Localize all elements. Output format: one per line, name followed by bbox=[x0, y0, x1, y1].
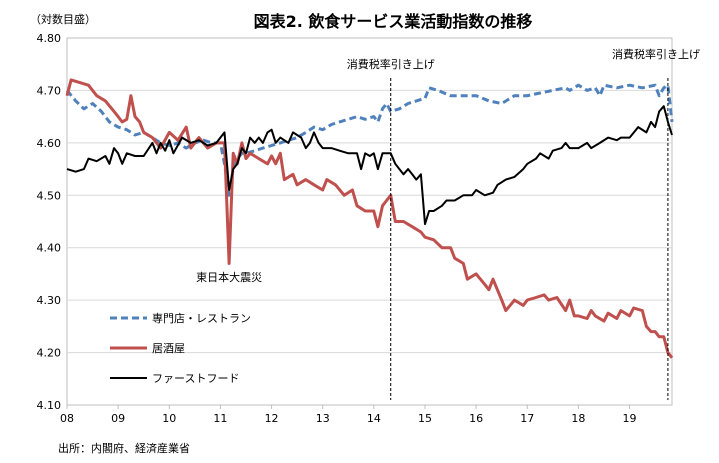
legend-label-ファーストフード: ファーストフード bbox=[152, 372, 239, 385]
x-tick-label: 09 bbox=[111, 412, 125, 425]
x-tick-label: 13 bbox=[316, 412, 330, 425]
y-axis-ticks: 4.10 4.20 4.30 4.40 4.50 4.60 4.70 4.80 bbox=[37, 32, 62, 412]
x-tick-label: 14 bbox=[367, 412, 381, 425]
x-tick-label: 08 bbox=[60, 412, 74, 425]
source-note: 出所：内閣府、経済産業省 bbox=[58, 441, 190, 455]
x-tick-label: 15 bbox=[418, 412, 432, 425]
series-line-専門店・レストラン bbox=[65, 83, 674, 197]
x-tick-label: 17 bbox=[520, 412, 534, 425]
legend-label-居酒屋: 居酒屋 bbox=[152, 342, 185, 355]
legend: 専門店・レストラン 居酒屋 ファーストフード bbox=[110, 311, 251, 385]
x-tick-label: 16 bbox=[469, 412, 483, 425]
x-tick-label: 11 bbox=[213, 412, 227, 425]
earthquake-label: 東日本大震災 bbox=[196, 270, 262, 284]
y-tick-label: 4.60 bbox=[37, 137, 62, 150]
x-axis-ticks: 08 09 10 11 12 13 14 15 16 17 18 19 bbox=[60, 405, 637, 425]
x-tick-label: 19 bbox=[623, 412, 637, 425]
y-tick-label: 4.70 bbox=[37, 84, 62, 97]
y-tick-label: 4.30 bbox=[37, 294, 62, 307]
x-tick-label: 10 bbox=[162, 412, 176, 425]
series-line-ファーストフード bbox=[66, 105, 673, 226]
x-tick-label: 18 bbox=[571, 412, 585, 425]
y-tick-label: 4.10 bbox=[37, 399, 62, 412]
y-tick-label: 4.20 bbox=[37, 347, 62, 360]
y-tick-label: 4.50 bbox=[37, 189, 62, 202]
y-tick-label: 4.40 bbox=[37, 242, 62, 255]
chart-title: 図表2. 飲食サービス業活動指数の推移 bbox=[254, 12, 533, 31]
x-tick-label: 12 bbox=[265, 412, 279, 425]
series-line-居酒屋 bbox=[65, 78, 674, 359]
legend-label-専門店: 専門店・レストラン bbox=[152, 311, 251, 325]
plot-area bbox=[66, 37, 673, 406]
y-axis-label: （対数目盛） bbox=[30, 12, 96, 26]
y-tick-label: 4.80 bbox=[37, 32, 62, 45]
tax-hike-label: 消費税率引き上げ bbox=[347, 57, 435, 71]
tax-hike-label: 消費税率引き上げ bbox=[612, 47, 700, 61]
series-lines bbox=[65, 78, 674, 359]
